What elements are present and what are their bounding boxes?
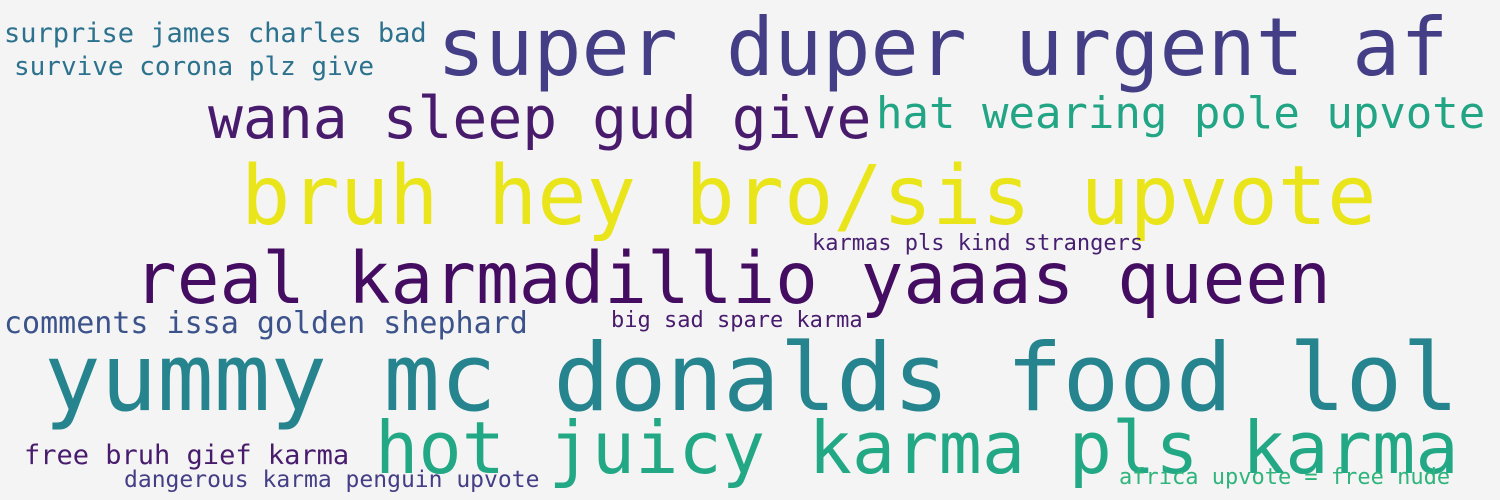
phrase-hot-juicy-karma-pls-karma: hot juicy karma pls karma xyxy=(375,406,1459,490)
phrase-real-karmadillio-yaaas-queen: real karmadillio yaaas queen xyxy=(134,237,1331,320)
phrase-karmas-pls-kind-strangers: karmas pls kind strangers xyxy=(812,231,1144,256)
phrase-free-bruh-gief-karma: free bruh gief karma xyxy=(24,440,350,471)
phrase-wana-sleep-gud-give: wana sleep gud give xyxy=(208,84,872,152)
phrase-africa-upvote-free-nude: africa upvote = free nude xyxy=(1119,465,1451,490)
phrase-surprise-james-charles-bad: surprise james charles bad xyxy=(4,18,427,49)
phrase-dangerous-karma-penguin-upvote: dangerous karma penguin upvote xyxy=(124,467,540,493)
phrase-comments-issa-golden-shephard: comments issa golden shephard xyxy=(4,306,528,341)
phrase-big-sad-spare-karma: big sad spare karma xyxy=(611,308,863,333)
phrase-yummy-mc-donalds-food-lol: yummy mc donalds food lol xyxy=(44,324,1459,433)
phrase-super-duper-urgent-af: super duper urgent af xyxy=(437,1,1449,94)
phrase-bruh-hey-bro-sis-upvote: bruh hey bro/sis upvote xyxy=(241,149,1377,244)
phrase-hat-wearing-pole-upvote: hat wearing pole upvote xyxy=(876,88,1486,139)
phrase-survive-corona-plz-give: survive corona plz give xyxy=(14,52,375,82)
